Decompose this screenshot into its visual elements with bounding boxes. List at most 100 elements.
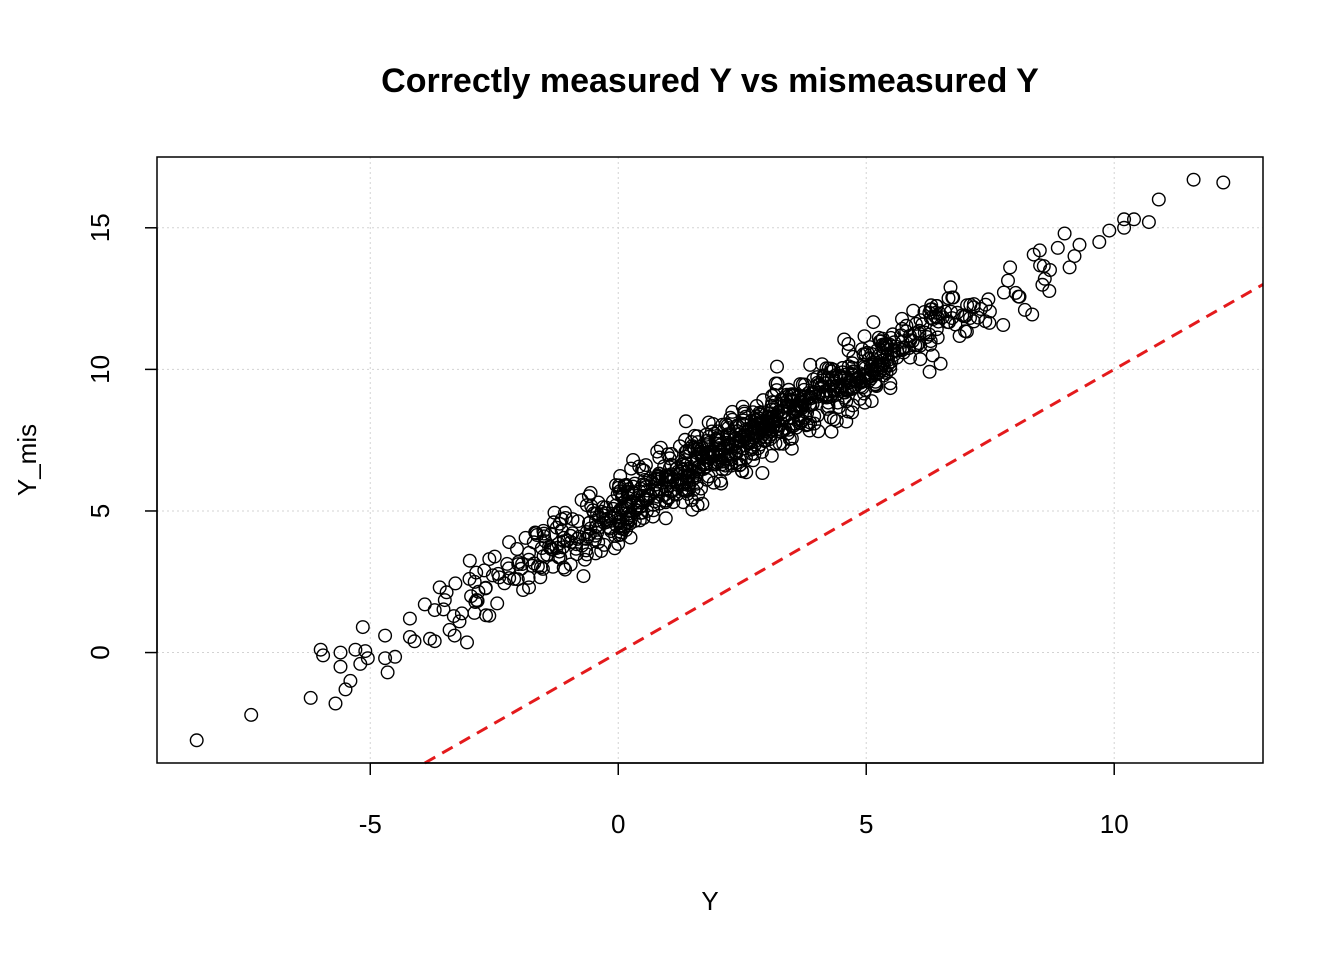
x-tick-label: 5 bbox=[859, 809, 873, 839]
data-point bbox=[516, 583, 531, 598]
data-point bbox=[743, 435, 758, 450]
data-point bbox=[338, 682, 353, 697]
data-point bbox=[706, 475, 721, 490]
data-point bbox=[806, 372, 821, 387]
data-point bbox=[1141, 215, 1156, 230]
data-point bbox=[1001, 273, 1016, 288]
data-point bbox=[658, 511, 673, 526]
data-point bbox=[678, 414, 693, 429]
data-point bbox=[402, 630, 417, 645]
data-point bbox=[828, 368, 843, 383]
data-point bbox=[663, 460, 678, 475]
data-point bbox=[1050, 240, 1065, 255]
data-point bbox=[647, 477, 662, 492]
data-points bbox=[189, 172, 1231, 748]
data-point bbox=[877, 357, 892, 372]
data-point bbox=[439, 585, 454, 600]
data-point bbox=[549, 520, 564, 535]
data-point bbox=[768, 436, 783, 451]
data-point bbox=[952, 329, 967, 344]
data-point bbox=[883, 381, 898, 396]
data-point bbox=[1057, 226, 1072, 241]
data-point bbox=[787, 388, 802, 403]
data-point bbox=[871, 358, 886, 373]
data-point bbox=[1062, 260, 1077, 275]
data-point bbox=[735, 399, 750, 414]
data-point bbox=[764, 448, 779, 463]
data-point bbox=[189, 733, 204, 748]
data-point bbox=[925, 348, 940, 363]
data-point bbox=[636, 488, 651, 503]
data-point bbox=[551, 536, 566, 551]
data-point bbox=[833, 384, 848, 399]
data-point bbox=[558, 505, 573, 520]
data-point bbox=[723, 426, 738, 441]
data-point bbox=[650, 444, 665, 459]
data-point bbox=[960, 298, 975, 313]
data-point bbox=[1186, 172, 1201, 187]
data-point bbox=[678, 444, 693, 459]
data-point bbox=[460, 635, 475, 650]
data-point bbox=[906, 303, 921, 318]
y-tick-label: 10 bbox=[85, 355, 115, 384]
data-point bbox=[427, 603, 442, 618]
data-point bbox=[864, 394, 879, 409]
data-point bbox=[639, 504, 654, 519]
data-point bbox=[820, 401, 835, 416]
data-point bbox=[715, 457, 730, 472]
data-point bbox=[971, 310, 986, 325]
data-point bbox=[490, 596, 505, 611]
data-point bbox=[623, 508, 638, 523]
data-point bbox=[752, 405, 767, 420]
data-point bbox=[857, 329, 872, 344]
data-point bbox=[547, 505, 562, 520]
data-point bbox=[928, 305, 943, 320]
data-point bbox=[500, 556, 515, 571]
data-point bbox=[872, 365, 887, 380]
data-point bbox=[922, 305, 937, 320]
data-point bbox=[574, 493, 589, 508]
data-point bbox=[333, 659, 348, 674]
data-point bbox=[533, 570, 548, 585]
data-point bbox=[638, 458, 653, 473]
data-point bbox=[1102, 223, 1117, 238]
data-point bbox=[447, 628, 462, 643]
data-point bbox=[738, 409, 753, 424]
data-point bbox=[895, 343, 910, 358]
data-point bbox=[632, 459, 647, 474]
data-point bbox=[1026, 247, 1041, 262]
data-point bbox=[651, 474, 666, 489]
data-point bbox=[470, 593, 485, 608]
data-point bbox=[1012, 289, 1027, 304]
data-point bbox=[945, 290, 960, 305]
data-point bbox=[1036, 259, 1051, 274]
data-point bbox=[829, 414, 844, 429]
data-point bbox=[699, 427, 714, 442]
data-point bbox=[685, 502, 700, 517]
data-point bbox=[996, 318, 1011, 333]
data-point bbox=[316, 648, 331, 663]
data-point bbox=[826, 383, 841, 398]
data-point bbox=[448, 576, 463, 591]
data-point bbox=[686, 482, 701, 497]
data-point bbox=[530, 528, 545, 543]
data-point bbox=[487, 549, 502, 564]
data-point bbox=[244, 707, 259, 722]
x-tick-label: 0 bbox=[611, 809, 625, 839]
data-point bbox=[467, 574, 482, 589]
data-point bbox=[653, 440, 668, 455]
data-point bbox=[328, 696, 343, 711]
data-point bbox=[569, 541, 584, 556]
data-point bbox=[621, 510, 636, 525]
data-point bbox=[754, 417, 769, 432]
chart-title: Correctly measured Y vs mismeasured Y bbox=[381, 62, 1039, 100]
data-point bbox=[913, 352, 928, 367]
data-point bbox=[974, 302, 989, 317]
data-point bbox=[762, 406, 777, 421]
data-point bbox=[982, 315, 997, 330]
data-point bbox=[521, 570, 536, 585]
data-point bbox=[407, 634, 422, 649]
data-point bbox=[471, 584, 486, 599]
data-point bbox=[694, 481, 709, 496]
y-tick-label: 5 bbox=[85, 504, 115, 518]
